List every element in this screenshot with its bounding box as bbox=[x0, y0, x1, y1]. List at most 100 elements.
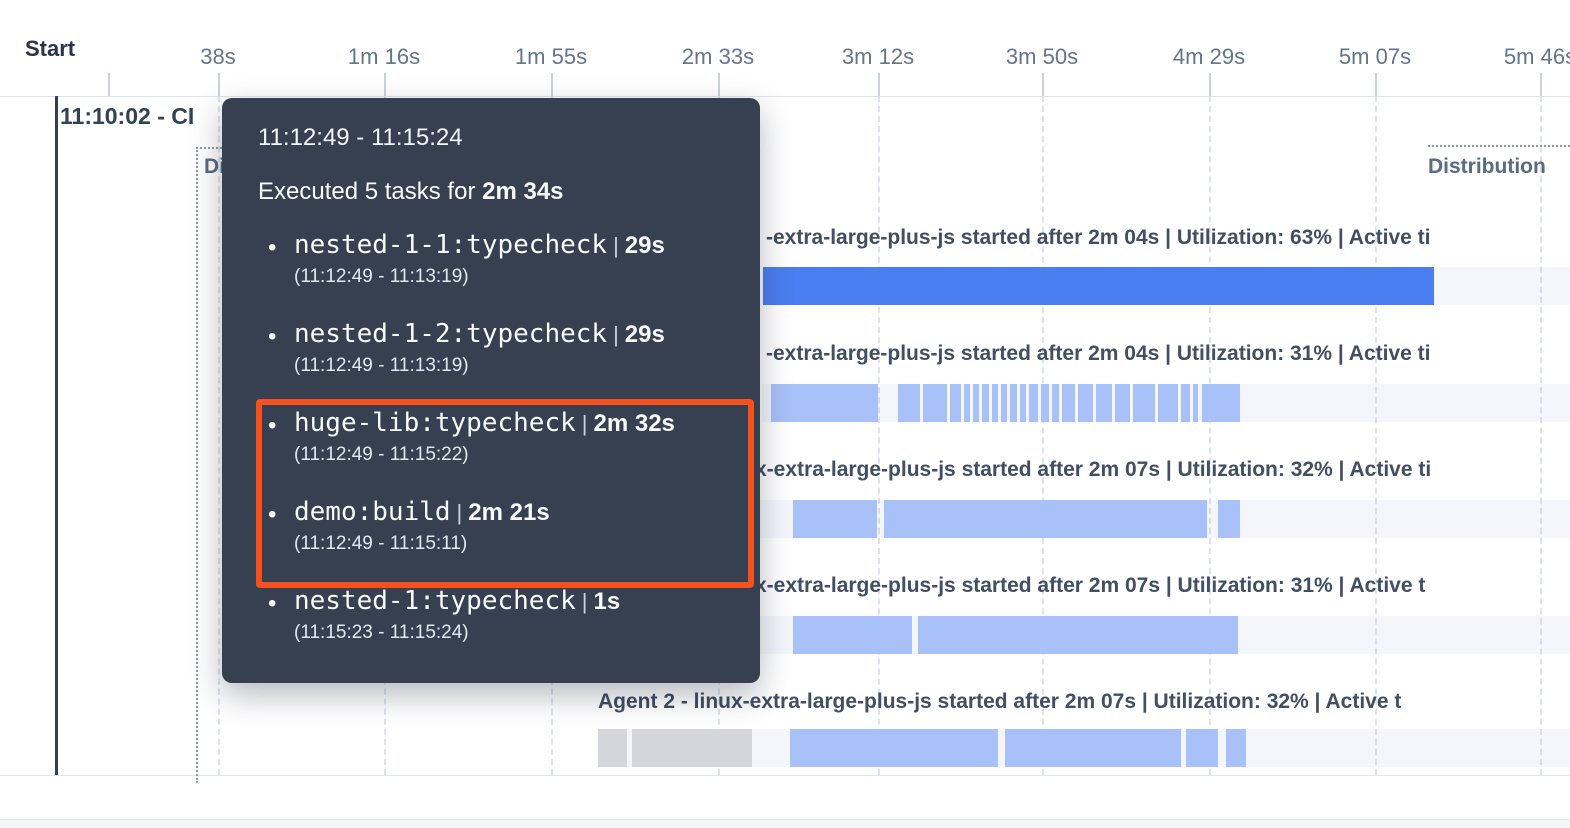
task-bar-segment[interactable] bbox=[923, 384, 947, 422]
agent-row-label: x-extra-large-plus-js started after 2m 0… bbox=[755, 458, 1432, 481]
task-bar-segment[interactable] bbox=[771, 384, 878, 422]
tooltip-task-item: • huge-lib:typecheck | 2m 32s (11:12:49 - 11… bbox=[268, 408, 744, 466]
task-bar-segment[interactable] bbox=[1193, 384, 1198, 422]
tooltip-time-range: 11:12:49 - 11:15:24 bbox=[258, 124, 463, 151]
task-bar-segment[interactable] bbox=[898, 384, 920, 422]
task-time-range: (11:12:49 - 11:15:22) bbox=[294, 444, 469, 465]
gridline bbox=[218, 96, 220, 775]
task-bar-segment[interactable] bbox=[1202, 384, 1240, 422]
distribution-region-right: Distribution bbox=[1428, 145, 1570, 179]
task-bar-segment[interactable] bbox=[950, 384, 961, 422]
axis-tick bbox=[718, 73, 720, 96]
task-bar-segment[interactable] bbox=[1029, 384, 1038, 422]
tooltip-task-item: • nested-1:typecheck | 1s (11:15:23 - 11:15:… bbox=[268, 586, 744, 644]
task-bar-segment[interactable] bbox=[982, 384, 989, 422]
axis-tick-label: 1m 55s bbox=[514, 44, 588, 69]
axis-tick bbox=[878, 73, 880, 96]
axis-tick-label: 2m 33s bbox=[681, 44, 755, 69]
separator: | bbox=[613, 233, 619, 258]
task-bar-segment[interactable] bbox=[1001, 384, 1007, 422]
axis-tick bbox=[1540, 73, 1542, 96]
task-name: demo:build bbox=[294, 497, 451, 527]
separator: | bbox=[613, 322, 619, 347]
task-bar-segment[interactable] bbox=[1186, 729, 1218, 767]
axis-baseline bbox=[0, 96, 1570, 97]
axis-tick bbox=[108, 73, 110, 96]
separator: | bbox=[456, 500, 463, 525]
separator: | bbox=[581, 589, 588, 614]
axis-tick-label: 5m 46s bbox=[1503, 44, 1570, 69]
axis-tick-label: 3m 50s bbox=[1005, 44, 1079, 69]
task-bar-segment[interactable] bbox=[1078, 384, 1093, 422]
task-bar-segment[interactable] bbox=[918, 616, 1238, 654]
task-duration: 29s bbox=[624, 321, 665, 348]
axis-tick bbox=[1375, 73, 1377, 96]
footer-strip bbox=[0, 819, 1570, 828]
axis-tick-label: 1m 16s bbox=[347, 44, 421, 69]
task-bar-segment[interactable] bbox=[793, 616, 912, 654]
axis-tick-label: 38s bbox=[200, 44, 236, 69]
axis-tick-label: 4m 29s bbox=[1172, 44, 1246, 69]
task-bar-segment[interactable] bbox=[1218, 500, 1240, 538]
task-bar-segment[interactable] bbox=[1096, 384, 1112, 422]
agent-row-label: -extra-large-plus-js started after 2m 04… bbox=[766, 226, 1431, 249]
highlighted-tasks-outline bbox=[256, 399, 754, 588]
task-bar-segment[interactable] bbox=[598, 729, 627, 767]
axis-tick bbox=[384, 73, 386, 96]
task-bar-segment[interactable] bbox=[884, 500, 1207, 538]
task-bar-segment[interactable] bbox=[1115, 384, 1130, 422]
task-time-range: (11:15:23 - 11:15:24) bbox=[294, 622, 469, 643]
task-duration: 1s bbox=[593, 588, 621, 615]
separator: | bbox=[581, 411, 588, 436]
axis-tick-label: 5m 07s bbox=[1338, 44, 1412, 69]
tooltip-summary: Executed 5 tasks for 2m 34s bbox=[258, 178, 564, 206]
task-bar-segment[interactable] bbox=[1005, 729, 1181, 767]
run-region-border bbox=[55, 96, 58, 775]
task-bar-segment[interactable] bbox=[1062, 384, 1075, 422]
task-bar-segment[interactable] bbox=[790, 729, 998, 767]
axis-tick bbox=[1042, 73, 1044, 96]
task-duration: 2m 32s bbox=[593, 410, 675, 437]
task-bar-segment[interactable] bbox=[964, 384, 970, 422]
task-bar-segment[interactable] bbox=[763, 267, 1434, 305]
task-bar-segment[interactable] bbox=[1181, 384, 1190, 422]
axis-tick-label: 3m 12s bbox=[841, 44, 915, 69]
bullet-icon: • bbox=[268, 501, 277, 528]
distribution-left-label: Di bbox=[204, 155, 225, 178]
bullet-icon: • bbox=[268, 412, 277, 439]
task-time-range: (11:12:49 - 11:15:11) bbox=[294, 533, 468, 554]
task-bar-segment[interactable] bbox=[1158, 384, 1178, 422]
task-bar-segment[interactable] bbox=[793, 500, 877, 538]
gridline bbox=[878, 96, 880, 775]
task-duration: 29s bbox=[624, 232, 665, 259]
task-time-range: (11:12:49 - 11:13:19) bbox=[294, 355, 469, 376]
gridline bbox=[1042, 96, 1044, 775]
task-bar-segment[interactable] bbox=[1041, 384, 1049, 422]
task-bar-segment[interactable] bbox=[1133, 384, 1155, 422]
tooltip-total-duration: 2m 34s bbox=[482, 178, 564, 205]
task-duration: 2m 21s bbox=[468, 499, 550, 526]
axis-tick bbox=[1209, 73, 1211, 96]
axis-tick bbox=[218, 73, 220, 96]
chart-bottom-border bbox=[0, 775, 1570, 776]
task-bar-segment[interactable] bbox=[1226, 729, 1246, 767]
task-bar-segment[interactable] bbox=[992, 384, 998, 422]
gridline bbox=[1375, 96, 1377, 775]
bullet-icon: • bbox=[268, 590, 277, 617]
distribution-region-left: Di bbox=[196, 147, 234, 783]
task-bar-segment[interactable] bbox=[973, 384, 979, 422]
task-bar-segment[interactable] bbox=[1052, 384, 1059, 422]
task-bar-segment[interactable] bbox=[1010, 384, 1017, 422]
agent-row-label: x-extra-large-plus-js started after 2m 0… bbox=[755, 574, 1426, 597]
distribution-right-label: Distribution bbox=[1428, 155, 1546, 178]
tooltip-task-item: • nested-1-2:typecheck | 29s (11:12:49 - 11:… bbox=[268, 319, 744, 377]
task-name: nested-1:typecheck bbox=[294, 586, 576, 616]
task-bar-segment[interactable] bbox=[632, 729, 752, 767]
gridline bbox=[1209, 96, 1211, 775]
agent-row-label: Agent 2 - linux-extra-large-plus-js star… bbox=[598, 690, 1402, 713]
gridline bbox=[1540, 96, 1542, 775]
run-label: 11:10:02 - CI bbox=[60, 103, 195, 129]
task-bar-segment[interactable] bbox=[1020, 384, 1026, 422]
